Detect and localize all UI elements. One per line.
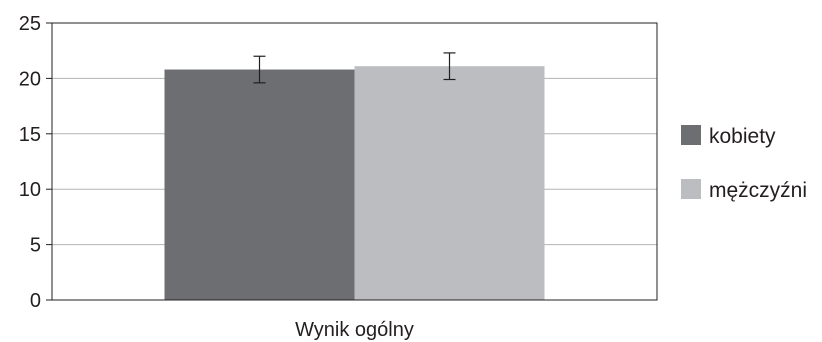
y-tick-label: 10 bbox=[19, 179, 41, 201]
x-axis: Wynik ogólny bbox=[295, 319, 414, 341]
y-tick-label: 15 bbox=[19, 124, 41, 146]
error-bars bbox=[253, 52, 456, 84]
y-tick-label: 20 bbox=[19, 68, 41, 90]
bars bbox=[164, 66, 545, 300]
legend-label: mężczyźni bbox=[709, 179, 807, 202]
bar-kobiety bbox=[164, 69, 355, 300]
legend-swatch bbox=[681, 125, 701, 145]
y-tick-label: 0 bbox=[30, 290, 41, 312]
legend-swatch bbox=[681, 179, 701, 199]
plot-area-border bbox=[51, 22, 658, 301]
y-axis: 0 5 10 15 20 25 bbox=[19, 13, 52, 312]
bar-mężczyźni bbox=[354, 66, 545, 300]
y-tick-label: 25 bbox=[19, 13, 41, 35]
x-category-label: Wynik ogólny bbox=[295, 319, 414, 341]
legend-label: kobiety bbox=[709, 125, 776, 148]
y-tick-label: 5 bbox=[30, 235, 41, 257]
legend: kobiety mężczyźni bbox=[681, 125, 807, 202]
